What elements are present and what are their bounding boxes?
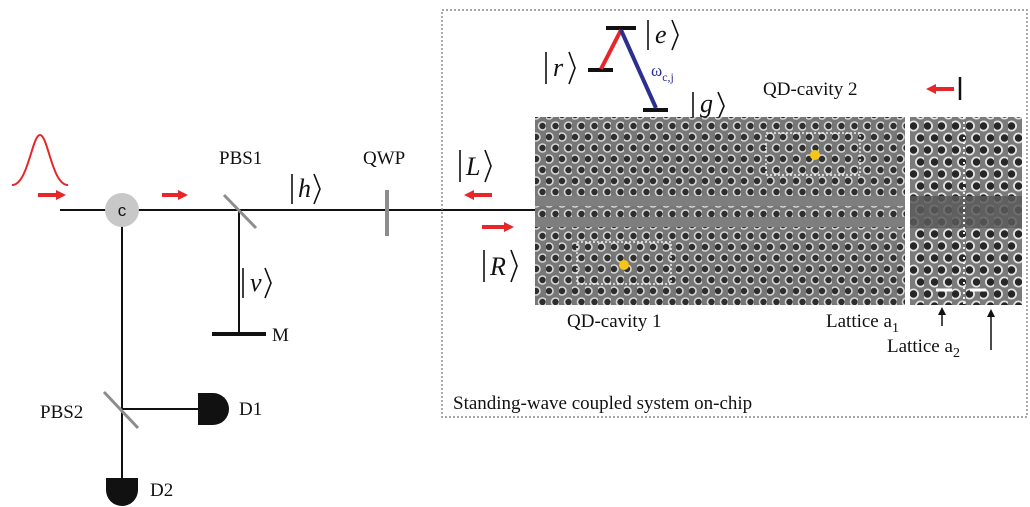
qd-cavity-2-dot — [810, 150, 820, 160]
qwp-label: QWP — [363, 148, 405, 169]
ket-h-label: h — [298, 174, 311, 203]
pbs2 — [102, 390, 140, 430]
detector-d1 — [198, 393, 229, 425]
photonic-crystal-image — [535, 117, 905, 305]
cavity2-arrow — [926, 84, 954, 94]
ket-e-label: e — [655, 20, 667, 49]
lattice-a2-label: Lattice a2 — [887, 336, 960, 361]
d1-label: D1 — [239, 399, 262, 420]
mirror-label: M — [272, 325, 289, 346]
circulator-out-arrow — [162, 190, 188, 200]
pbs1-label: PBS1 — [219, 148, 262, 169]
ket-r-label: r — [553, 53, 564, 82]
d2-label: D2 — [150, 480, 173, 501]
energy-level-diagram: e r g ωc,j — [545, 19, 725, 121]
lattice-a2-arrow — [987, 309, 995, 350]
detector-d2 — [106, 478, 138, 506]
transition-r-e — [599, 29, 623, 70]
transition-e-g — [619, 29, 658, 109]
ket-g: g — [692, 89, 725, 121]
lattice-a1-label: Lattice a1 — [826, 311, 899, 336]
chip-frame — [441, 9, 1028, 418]
pbs2-label: PBS2 — [40, 402, 83, 423]
ket-v: v — [242, 267, 272, 299]
ket-R-label: R — [489, 252, 506, 281]
circulator-label: c — [118, 201, 127, 220]
ket-v-label: v — [250, 268, 262, 297]
ket-r: r — [545, 51, 576, 85]
incident-arrow — [482, 222, 514, 232]
ket-g-label: g — [700, 89, 713, 118]
chip-caption: Standing-wave coupled system on-chip — [453, 393, 752, 414]
qd-cavity-1-label: QD-cavity 1 — [567, 311, 661, 332]
input-arrow — [38, 190, 66, 200]
ket-e: e — [647, 19, 679, 51]
qd-cavity-2-label: QD-cavity 2 — [763, 79, 857, 100]
pbs1 — [222, 193, 258, 230]
reflected-arrow — [464, 190, 492, 200]
circulator — [105, 193, 139, 227]
ket-h: h — [291, 173, 321, 205]
qd-cavity-1-dot — [619, 260, 629, 270]
lattice-zoom-image — [910, 117, 1022, 305]
input-pulse — [11, 133, 69, 186]
ket-L: L — [459, 149, 492, 183]
lattice-a1-arrow — [938, 307, 946, 326]
omega-label: ωc,j — [651, 61, 674, 84]
ket-L-label: L — [465, 152, 480, 181]
ket-R: R — [483, 249, 518, 283]
